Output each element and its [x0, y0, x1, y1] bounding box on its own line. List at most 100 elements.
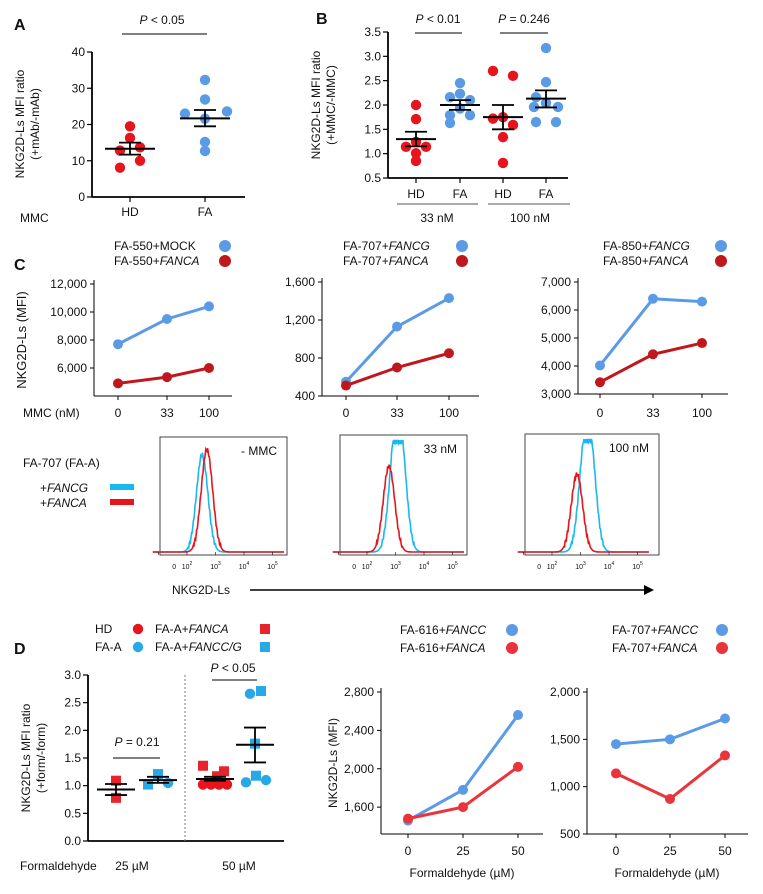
data-point [665, 793, 675, 804]
text-part: < 0.05 [147, 13, 184, 27]
x-tick-label: FA [198, 205, 213, 219]
legend-label: FA-550+MOCK [114, 239, 196, 253]
x-tick-label: 105 [632, 561, 643, 571]
data-point [497, 131, 509, 143]
y-axis-label: (+mAb/-mAb) [28, 88, 42, 160]
data-point [134, 155, 146, 166]
legend-swatch [110, 499, 134, 505]
data-point [221, 779, 233, 790]
legend-label: FA-850+FANCA [603, 254, 688, 268]
x-tick-label: FA [453, 187, 468, 201]
x-tick-label: 100 [439, 406, 459, 420]
data-point [392, 321, 402, 332]
text-part: FANCA [389, 254, 429, 268]
text-part: FA-850+ [603, 254, 649, 268]
panel-label-a: A [14, 17, 26, 34]
dose-label: 33 nM [420, 211, 453, 225]
tick-exponent: 5 [455, 561, 458, 567]
x-tick-label: 33 [646, 406, 660, 420]
data-point [550, 116, 562, 128]
legend-label: FA-A [95, 640, 122, 654]
y-tick-label: 7,000 [541, 275, 571, 289]
data-point [552, 101, 564, 113]
legend-label: FA-707+FANCA [343, 254, 428, 268]
y-axis-label: NKG2D-Ls MFI ratio [13, 69, 27, 178]
data-point [162, 372, 172, 383]
legend-marker [456, 240, 468, 252]
y-tick-label: 8,000 [57, 333, 87, 347]
text-part: FANCC [446, 623, 487, 637]
arrow-head-icon [644, 585, 654, 595]
p-value-label: P < 0.05 [139, 13, 184, 27]
tick-exponent: 4 [427, 561, 430, 567]
data-point [134, 142, 146, 153]
p-value-label: P = 0.246 [498, 12, 550, 26]
tick-exponent: 5 [640, 561, 643, 567]
x-tick-label: 105 [447, 561, 458, 571]
x-tick-label: 102 [547, 561, 558, 571]
legend-marker [132, 623, 144, 635]
data-point [111, 775, 121, 786]
histogram-curve [517, 438, 649, 553]
legend-marker [260, 642, 270, 652]
tick-exponent: 4 [612, 561, 615, 567]
tick-exponent: 5 [275, 561, 278, 567]
legend-label: +FANCG [40, 481, 88, 495]
data-point [113, 339, 123, 350]
legend-label: +FANCA [40, 496, 87, 510]
tick-base: 10 [390, 564, 398, 571]
x-tick-label: HD [494, 187, 512, 201]
panel-label-d: D [14, 641, 26, 658]
legend-label: FA-707+FANCC [612, 623, 698, 637]
data-point [143, 779, 153, 790]
data-point [464, 110, 476, 121]
data-point [648, 293, 658, 304]
text-part: < 0.01 [423, 12, 460, 26]
y-tick-label: 5,000 [541, 331, 571, 345]
data-point [410, 99, 422, 111]
data-point [221, 106, 233, 117]
y-tick-label: 0.0 [64, 834, 81, 848]
data-point [720, 713, 730, 724]
y-tick-label: 800 [295, 351, 315, 365]
y-tick-label: 2.5 [64, 696, 81, 710]
data-point [124, 132, 136, 144]
x-tick-label: 0 [343, 406, 350, 420]
data-point [513, 761, 523, 772]
y-tick-label: 30 [72, 81, 86, 95]
data-point [260, 774, 272, 786]
text-part: FA-707+ [343, 254, 389, 268]
y-tick-label: 2.0 [64, 723, 81, 737]
tick-base: 10 [239, 564, 247, 571]
data-point [611, 739, 621, 750]
x-tick-label: 102 [362, 561, 373, 571]
y-tick-label: 3,000 [541, 387, 571, 401]
text-part: FANCA [658, 641, 698, 655]
y-tick-label: 2.0 [364, 98, 381, 112]
x-tick-label: 0 [115, 406, 122, 420]
y-axis-label: (+form/-form) [34, 723, 48, 793]
data-point [458, 784, 468, 795]
dose-label: 25 µM [115, 859, 149, 873]
text-part: = 0.246 [506, 12, 550, 26]
tick-base: 10 [419, 564, 427, 571]
data-point [410, 155, 422, 167]
y-axis-label: NKG2D-Ls MFI ratio [19, 703, 33, 812]
x-tick-label: 104 [239, 561, 250, 571]
data-point [205, 779, 217, 790]
text-part: = 0.21 [122, 735, 159, 749]
y-tick-label: 10 [72, 154, 86, 168]
legend-marker [716, 642, 728, 654]
x-axis-label: NKG2D-Ls [172, 583, 230, 597]
series-line [615, 754, 726, 801]
text-part: FANCG [649, 239, 690, 253]
data-point [179, 108, 191, 119]
text-part: < 0.05 [218, 661, 255, 675]
panel-label-b: B [316, 11, 328, 28]
y-tick-label: 2,000 [550, 685, 580, 699]
data-point [487, 65, 499, 77]
legend-marker [260, 624, 270, 634]
y-tick-label: 2.5 [364, 74, 381, 88]
y-tick-label: 400 [295, 389, 315, 403]
